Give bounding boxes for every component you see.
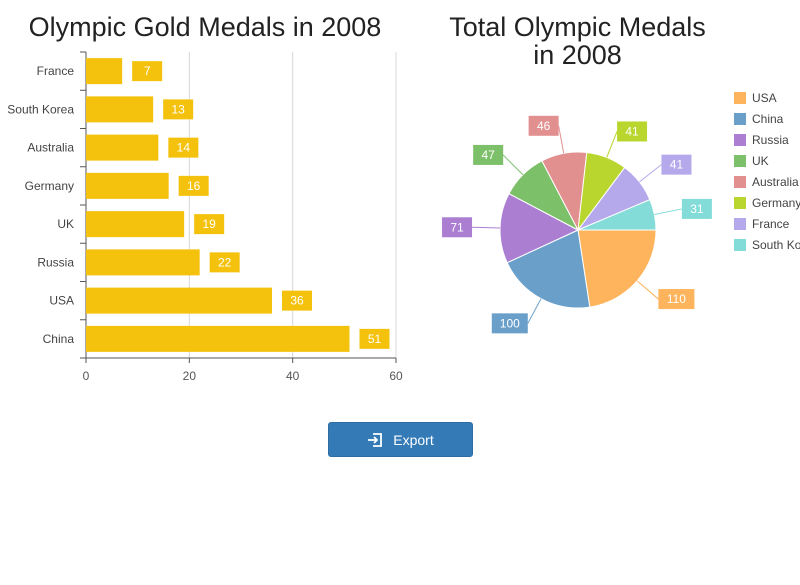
data-label: 51 — [368, 332, 382, 346]
leader-line — [639, 164, 662, 183]
pie-data-label-box — [681, 198, 712, 219]
pie-chart-title-line-2: in 2008 — [533, 40, 622, 70]
leader-line — [502, 154, 524, 176]
pie-data-label: 31 — [690, 202, 704, 216]
leader-line — [636, 280, 659, 300]
pie-data-label: 41 — [625, 124, 639, 138]
pie-chart-title-line-1: Total Olympic Medals — [449, 12, 706, 42]
legend-label: France — [752, 217, 790, 231]
pie-chart: 110 USA 100 China 71 Russia 47 UK 46 Australia 41 G… — [442, 91, 800, 334]
legend-swatch — [734, 239, 746, 251]
category-label: South Korea — [7, 102, 74, 116]
pie-data-label: 71 — [450, 220, 464, 234]
pie-chart-title: Total Olympic Medals in 2008 — [425, 13, 730, 69]
legend-label: USA — [752, 91, 777, 105]
bar-chart-title: Olympic Gold Medals in 2008 — [28, 12, 382, 42]
x-tick-label: 40 — [286, 369, 300, 383]
legend-swatch — [734, 113, 746, 125]
leader-line — [606, 131, 618, 158]
legend-label: Australia — [752, 175, 799, 189]
legend-label: UK — [752, 154, 769, 168]
legend-label: Germany — [752, 196, 800, 210]
legend-swatch — [734, 176, 746, 188]
pie-data-label: 41 — [670, 158, 684, 172]
pie-data-label: 110 — [667, 292, 686, 306]
leader-line — [527, 298, 542, 324]
category-label: France — [37, 64, 75, 78]
data-label-box — [178, 175, 209, 196]
data-label-box — [282, 290, 312, 311]
bar — [86, 172, 169, 199]
bar — [86, 134, 159, 161]
pie-data-label-box — [442, 217, 473, 238]
legend-swatch — [734, 218, 746, 230]
legend-swatch — [734, 197, 746, 209]
pie-slice — [577, 198, 657, 231]
category-label: Russia — [37, 255, 74, 269]
pie-data-label: 100 — [500, 316, 520, 330]
category-label: Australia — [27, 141, 74, 155]
x-tick-label: 20 — [183, 369, 197, 383]
bar — [86, 58, 123, 85]
leader-line — [558, 125, 565, 154]
legend-swatch — [734, 92, 746, 104]
category-label: USA — [49, 294, 74, 308]
pie-data-label: 46 — [537, 119, 551, 133]
category-label: China — [43, 332, 75, 346]
pie-data-label-box — [661, 154, 692, 175]
x-tick-label: 0 — [83, 369, 90, 383]
legend-swatch — [734, 155, 746, 167]
x-tick-label: 60 — [389, 369, 403, 383]
legend-label: Russia — [752, 133, 789, 147]
pie-slice — [577, 229, 657, 308]
data-label: 16 — [187, 179, 201, 193]
pie-data-label-box — [617, 121, 648, 142]
bar — [86, 211, 185, 238]
category-label: Germany — [25, 179, 74, 193]
data-label: 36 — [290, 294, 304, 308]
legend-label: China — [752, 112, 784, 126]
bar — [86, 287, 272, 314]
leader-line — [654, 208, 682, 215]
category-label: UK — [57, 217, 74, 231]
pie-data-label-box — [473, 144, 504, 165]
legend-label: South Korea — [752, 238, 800, 252]
bar — [86, 325, 350, 352]
bar — [86, 249, 200, 276]
data-label: 14 — [177, 141, 191, 155]
leader-line — [472, 226, 501, 229]
data-label: 19 — [202, 217, 216, 231]
export-button-label: Export — [393, 431, 434, 448]
bar-chart: 0 20 40 60 France 7 South Korea 13 Australia 14 Ge… — [7, 51, 403, 383]
pie-data-label-box — [491, 313, 528, 334]
data-label: 7 — [144, 64, 151, 78]
pie-slice — [506, 229, 591, 309]
data-label-box — [163, 99, 194, 120]
export-icon — [367, 432, 383, 448]
data-label-box — [168, 137, 199, 158]
data-label-box — [209, 252, 240, 273]
pie-data-label-box — [658, 289, 695, 310]
export-button[interactable]: Export — [328, 422, 473, 457]
pie-data-label: 47 — [481, 148, 495, 162]
data-label: 22 — [218, 255, 232, 269]
legend-swatch — [734, 134, 746, 146]
data-label-box — [359, 328, 390, 349]
pie-data-label-box — [528, 115, 559, 136]
data-label-box — [194, 214, 225, 235]
data-label-box — [132, 61, 163, 82]
data-label: 13 — [171, 102, 185, 116]
bar — [86, 96, 154, 123]
